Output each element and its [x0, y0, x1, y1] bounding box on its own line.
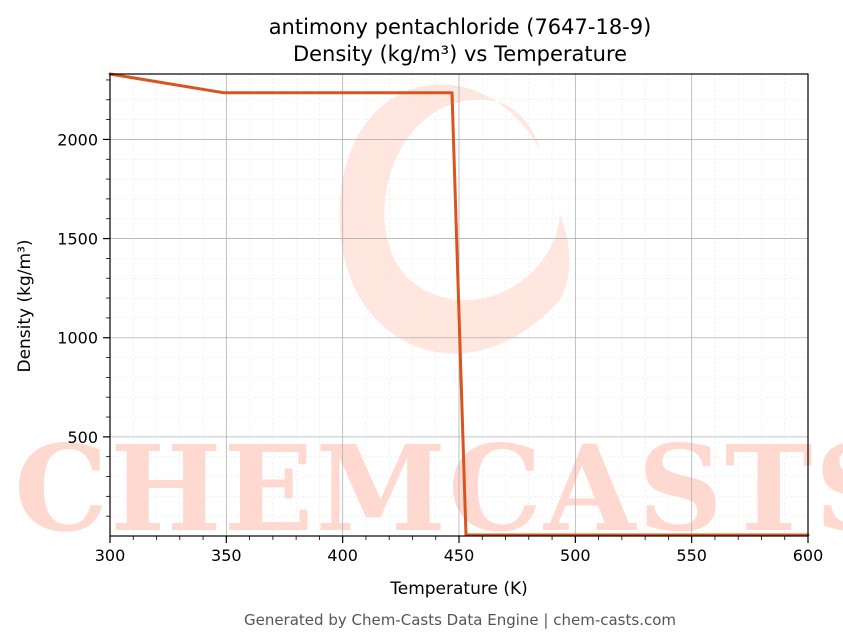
chart-title: antimony pentachloride (7647-18-9): [269, 15, 652, 39]
watermark-text: CHEMCASTS: [14, 419, 843, 558]
y-tick-label: 1000: [57, 329, 98, 348]
x-tick-label: 450: [444, 546, 475, 565]
y-tick-label: 1500: [57, 230, 98, 249]
x-tick-label: 500: [560, 546, 591, 565]
x-axis-label: Temperature (K): [389, 579, 528, 599]
x-tick-label: 350: [211, 546, 242, 565]
series-line-0: [108, 72, 810, 537]
x-tick-label: 600: [793, 546, 824, 565]
x-tick-label: 400: [327, 546, 358, 565]
x-axis-ticks: 300 350 400 450 500 550 600: [95, 536, 824, 565]
series-layer: [108, 72, 810, 537]
y-tick-label: 2000: [57, 130, 98, 149]
y-tick-label: 500: [67, 428, 98, 447]
y-axis-ticks: 500 1000 1500 2000: [57, 79, 110, 517]
x-tick-label: 300: [95, 546, 126, 565]
footer-credit: Generated by Chem-Casts Data Engine | ch…: [244, 611, 676, 629]
chart-subtitle: Density (kg/m³) vs Temperature: [293, 42, 627, 66]
x-tick-label: 550: [676, 546, 707, 565]
y-axis-label: Density (kg/m³): [15, 239, 35, 372]
